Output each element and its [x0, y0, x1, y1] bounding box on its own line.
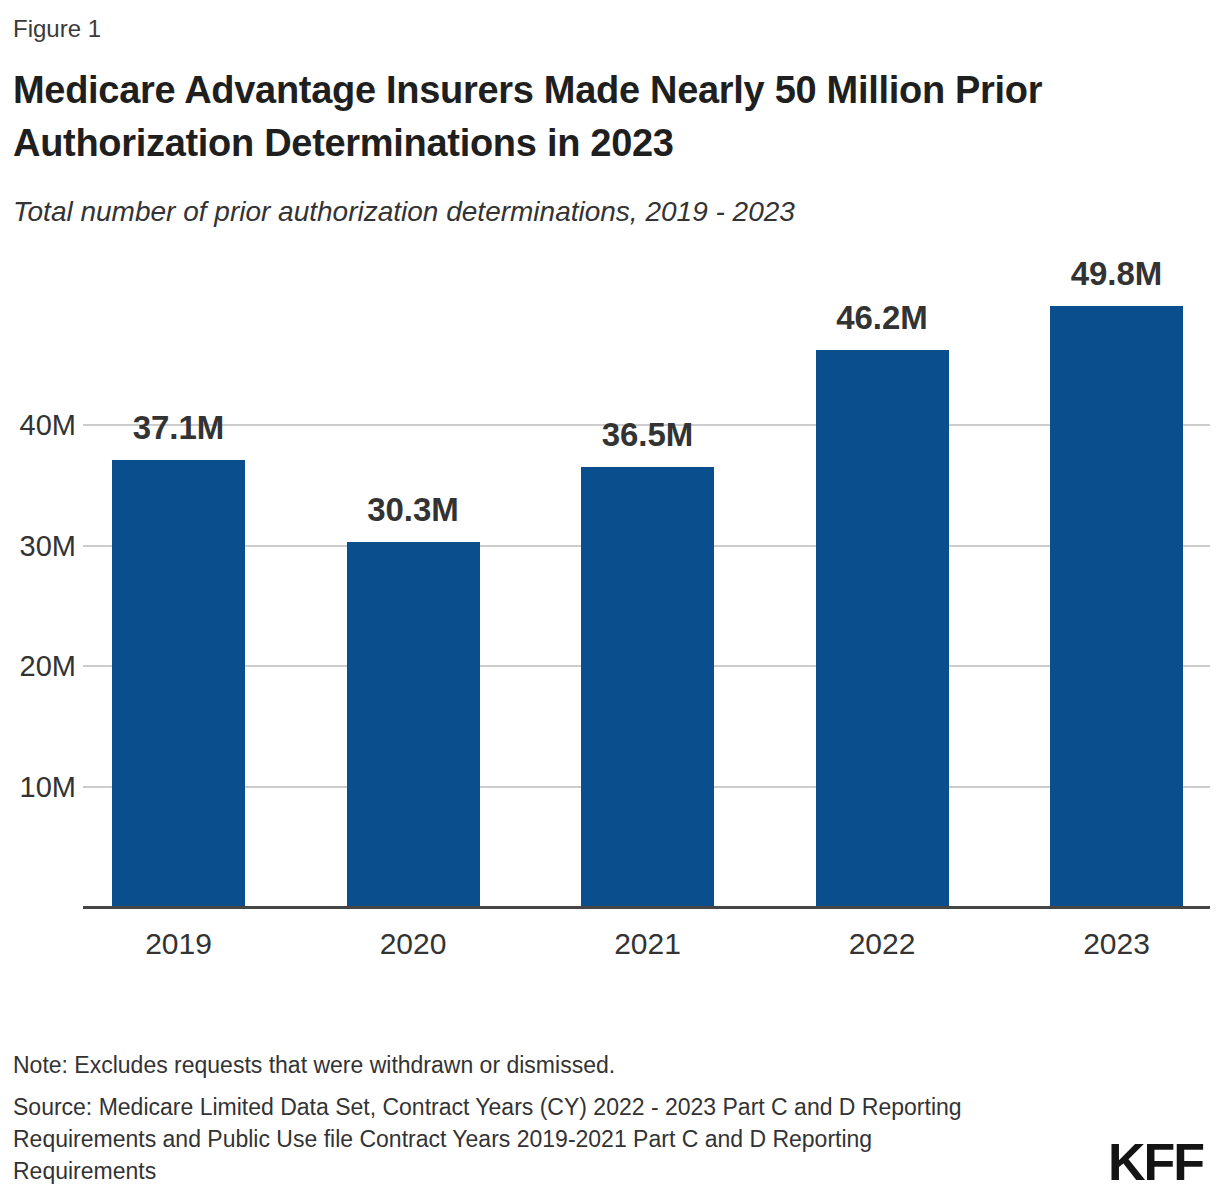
value-label-2020: 30.3M: [303, 490, 523, 530]
y-axis-tick-30M: 30M: [0, 528, 76, 564]
kff-logo: KFF: [1108, 1134, 1203, 1190]
note-text: Note: Excludes requests that were withdr…: [13, 1050, 615, 1080]
chart-subtitle: Total number of prior authorization dete…: [13, 194, 795, 230]
source-text-line-3: Requirements: [13, 1155, 1073, 1187]
x-axis-tick-2019: 2019: [89, 926, 269, 962]
bar-2021: [581, 467, 714, 908]
bar-2023: [1050, 306, 1183, 908]
kff-figure-page: { "figure_label": "Figure 1", "title": {…: [0, 0, 1220, 1200]
source-text: Source: Medicare Limited Data Set, Contr…: [13, 1091, 1073, 1187]
x-axis-tick-2020: 2020: [323, 926, 503, 962]
value-label-2019: 37.1M: [69, 408, 289, 448]
bar-2022: [816, 350, 949, 908]
y-axis-tick-40M: 40M: [0, 407, 76, 443]
x-axis-tick-2022: 2022: [792, 926, 972, 962]
page-title: Medicare Advantage Insurers Made Nearly …: [13, 64, 1042, 170]
value-label-2022: 46.2M: [772, 298, 992, 338]
value-label-2021: 36.5M: [538, 415, 758, 455]
y-axis-tick-10M: 10M: [0, 769, 76, 805]
y-axis-tick-20M: 20M: [0, 648, 76, 684]
bar-chart: 10M 20M 30M 40M 37.1M 30.3M 36.5M 46.2M 49.8M 2…: [0, 255, 1220, 965]
page-title-line-1: Medicare Advantage Insurers Made Nearly …: [13, 64, 1042, 117]
page-title-line-2: Authorization Determinations in 2023: [13, 117, 1042, 170]
x-axis-line: [83, 906, 1210, 909]
value-label-2023: 49.8M: [1007, 254, 1220, 294]
x-axis-tick-2023: 2023: [1027, 926, 1207, 962]
bar-2019: [112, 460, 245, 908]
source-text-line-1: Source: Medicare Limited Data Set, Contr…: [13, 1091, 1073, 1123]
source-text-line-2: Requirements and Public Use file Contrac…: [13, 1123, 1073, 1155]
bar-2020: [347, 542, 480, 908]
figure-label: Figure 1: [13, 14, 101, 44]
x-axis-tick-2021: 2021: [558, 926, 738, 962]
